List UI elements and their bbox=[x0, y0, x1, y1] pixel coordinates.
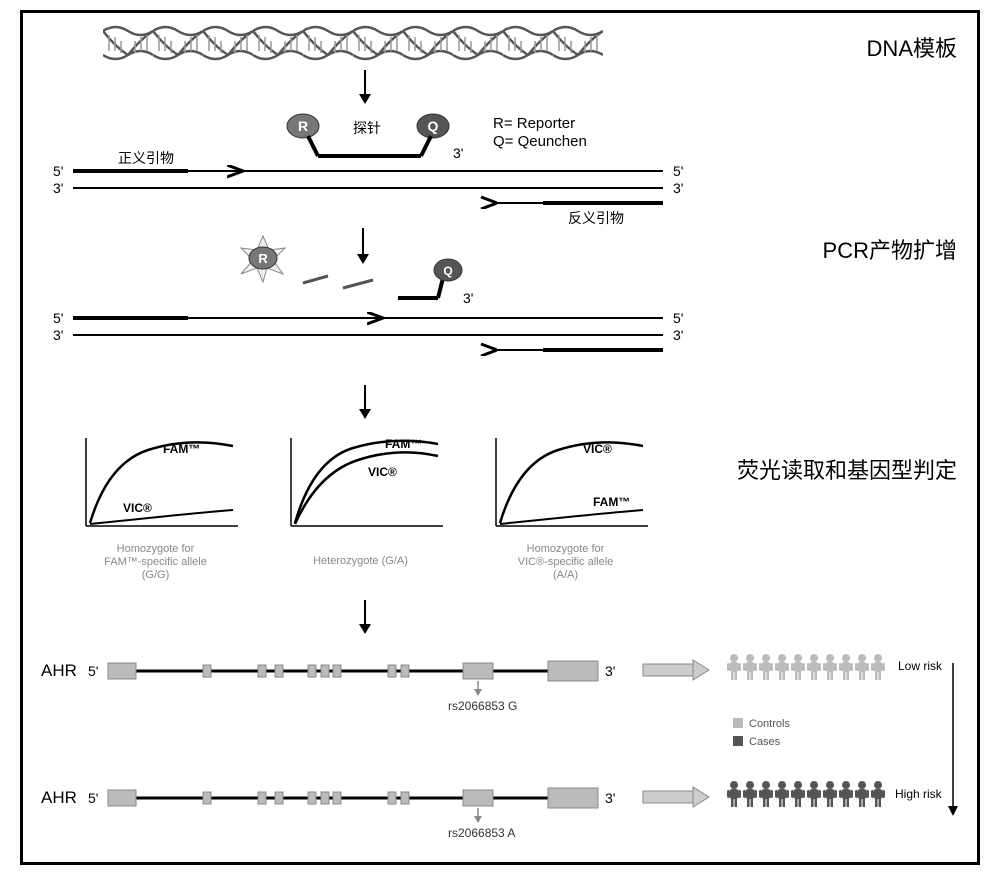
svg-text:rs2066853 A: rs2066853 A bbox=[448, 826, 515, 840]
arrow-3 bbox=[353, 383, 377, 426]
svg-text:5': 5' bbox=[673, 310, 683, 326]
svg-text:Controls: Controls bbox=[749, 718, 790, 730]
dna-helix bbox=[103, 23, 603, 63]
svg-text:VIC®: VIC® bbox=[123, 501, 152, 515]
svg-text:FAM™: FAM™ bbox=[163, 442, 200, 456]
svg-text:5': 5' bbox=[88, 790, 98, 806]
svg-text:5': 5' bbox=[53, 163, 63, 179]
svg-text:rs2066853 G: rs2066853 G bbox=[448, 699, 517, 713]
arrow-4 bbox=[353, 598, 377, 641]
svg-text:VIC®: VIC® bbox=[368, 465, 397, 479]
people-high-risk bbox=[727, 781, 885, 807]
svg-text:5': 5' bbox=[673, 163, 683, 179]
gene-risk-panel: AHR 5' 3' rs2066853 G bbox=[33, 648, 963, 848]
svg-text:3': 3' bbox=[673, 327, 683, 343]
chart-ga: FAM™ VIC® Heterozygote (G/A) bbox=[273, 428, 448, 598]
svg-text:R: R bbox=[258, 251, 268, 266]
svg-text:3': 3' bbox=[605, 790, 615, 806]
svg-text:FAM™: FAM™ bbox=[385, 437, 422, 451]
svg-text:5': 5' bbox=[53, 310, 63, 326]
svg-text:VIC®: VIC® bbox=[583, 442, 612, 456]
arrow-1 bbox=[353, 68, 377, 111]
svg-text:R: R bbox=[298, 118, 308, 134]
svg-text:Q: Q bbox=[443, 264, 452, 278]
svg-text:3': 3' bbox=[453, 145, 463, 161]
svg-text:High risk: High risk bbox=[895, 787, 943, 801]
svg-text:3': 3' bbox=[53, 180, 63, 196]
svg-text:Low risk: Low risk bbox=[898, 659, 943, 673]
svg-text:FAM™: FAM™ bbox=[593, 495, 630, 509]
pcr-diagram: R Q 探针 5' 正义引物 3' 3' 5' 3' 反义引物 bbox=[43, 108, 723, 388]
chart-row: FAM™ VIC® Homozygote for FAM™-specific a… bbox=[68, 428, 688, 598]
svg-text:探针: 探针 bbox=[353, 120, 381, 136]
svg-text:3': 3' bbox=[53, 327, 63, 343]
svg-text:5': 5' bbox=[88, 663, 98, 679]
quencher-key: Q= Qeunchen bbox=[493, 133, 587, 150]
diagram-frame: DNA模板 R Q 探针 5' 正义引物 3' 3' 5' 3' 反义引物 bbox=[20, 10, 980, 865]
chart-aa: VIC® FAM™ Homozygote for VIC®-specific a… bbox=[478, 428, 653, 598]
svg-text:3': 3' bbox=[673, 180, 683, 196]
svg-text:3': 3' bbox=[463, 290, 473, 306]
svg-text:反义引物: 反义引物 bbox=[568, 210, 624, 226]
svg-text:AHR: AHR bbox=[41, 661, 77, 680]
svg-text:Q: Q bbox=[428, 118, 439, 134]
label-pcr: PCR产物扩增 bbox=[823, 233, 957, 265]
reporter-key: R= Reporter bbox=[493, 115, 575, 132]
people-low-risk bbox=[727, 654, 885, 680]
svg-text:3': 3' bbox=[605, 663, 615, 679]
svg-text:正义引物: 正义引物 bbox=[118, 150, 174, 166]
label-dna-template: DNA模板 bbox=[867, 31, 957, 63]
svg-text:Cases: Cases bbox=[749, 736, 781, 748]
svg-text:AHR: AHR bbox=[41, 788, 77, 807]
label-fluorescence: 荧光读取和基因型判定 bbox=[737, 453, 957, 485]
chart-gg: FAM™ VIC® Homozygote for FAM™-specific a… bbox=[68, 428, 243, 598]
